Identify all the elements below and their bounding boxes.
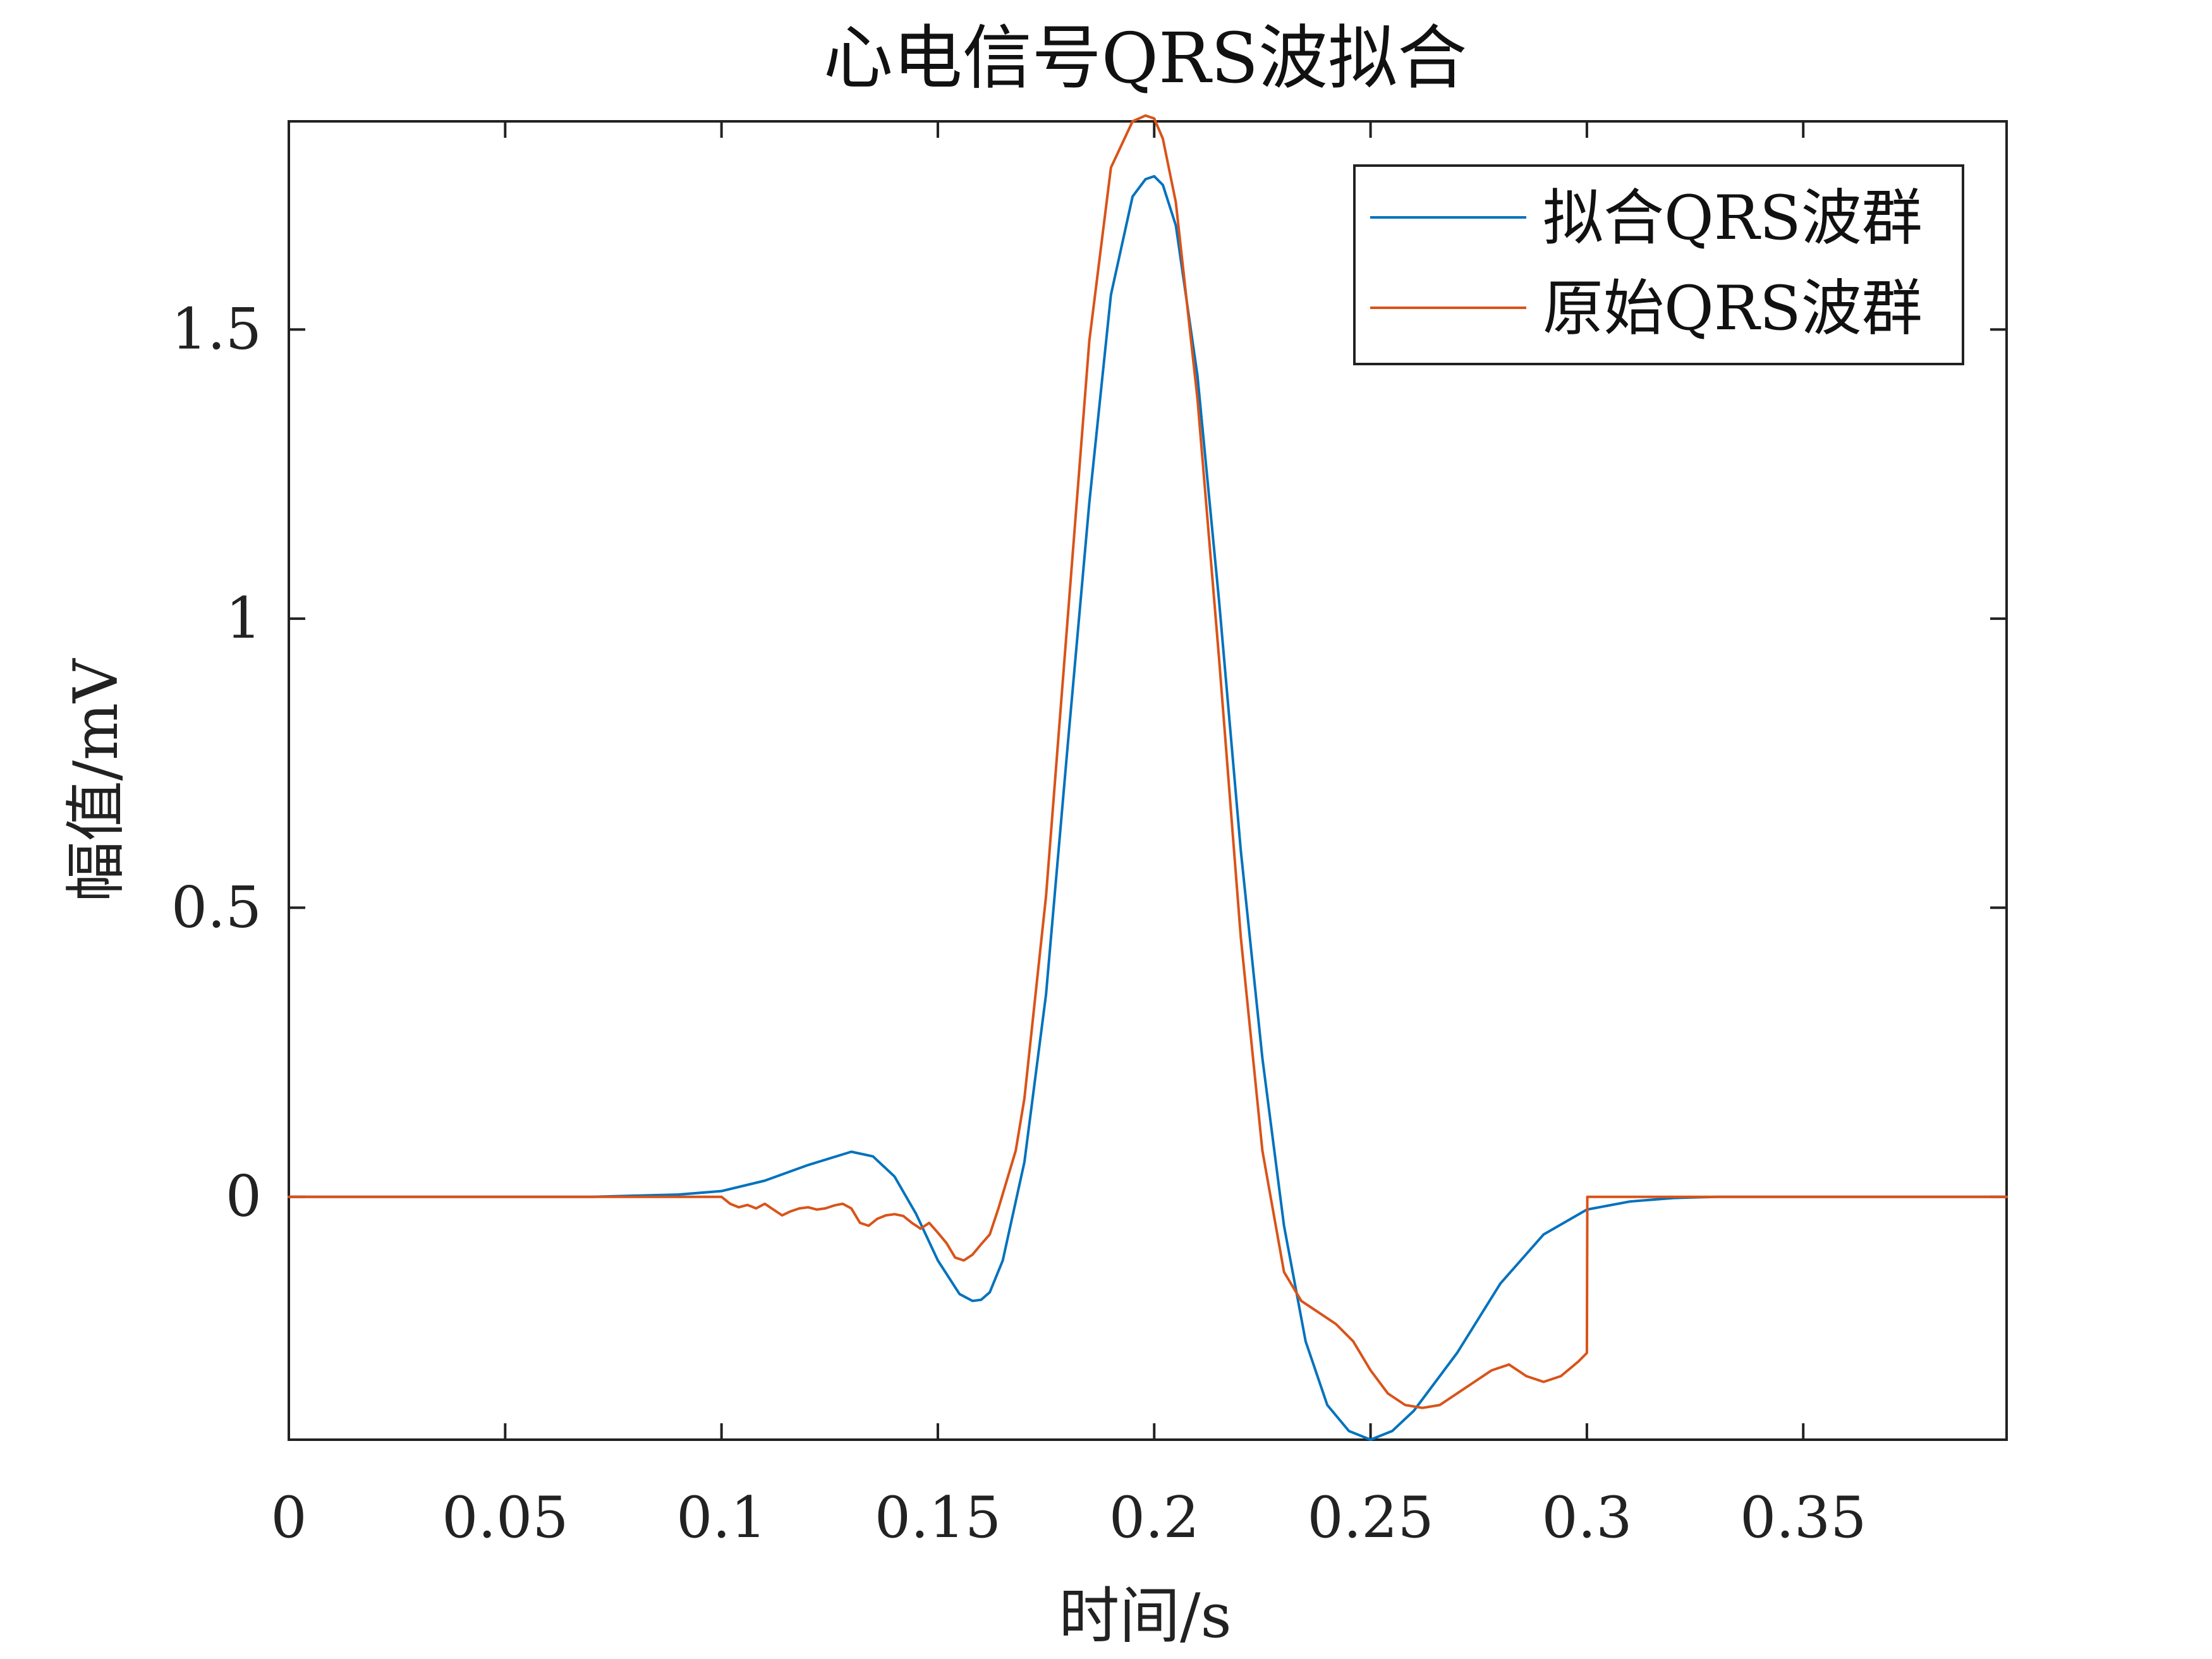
legend-label-fit: 拟合QRS波群 bbox=[1543, 183, 1923, 253]
x-tick-label: 0.2 bbox=[1109, 1485, 1200, 1551]
x-axis: 0 0.05 0.1 0.15 0.2 0.25 0.3 0.35 bbox=[270, 121, 1866, 1551]
series-line-fit bbox=[288, 174, 2008, 1441]
x-tick-label: 0.15 bbox=[875, 1485, 1001, 1551]
series-layer bbox=[288, 114, 2008, 1441]
x-tick-label: 0.05 bbox=[442, 1485, 568, 1551]
x-axis-label: 时间/s bbox=[1059, 1581, 1232, 1651]
legend: 拟合QRS波群 原始QRS波群 bbox=[1353, 164, 1964, 365]
y-tick-label: 1.5 bbox=[171, 296, 262, 362]
y-tick-label: 0.5 bbox=[171, 874, 262, 940]
chart-title: 心电信号QRS波拟合 bbox=[823, 18, 1467, 99]
y-tick-label: 1 bbox=[226, 585, 262, 652]
x-tick-label: 0 bbox=[270, 1485, 307, 1551]
x-tick-label: 0.25 bbox=[1307, 1485, 1433, 1551]
x-tick-label: 0.1 bbox=[676, 1485, 767, 1551]
series-line-original bbox=[288, 114, 2008, 1409]
x-tick-label: 0.3 bbox=[1541, 1485, 1632, 1551]
x-tick-label: 0.35 bbox=[1740, 1485, 1866, 1551]
y-axis-label: 幅值/mV bbox=[61, 658, 131, 902]
legend-label-original: 原始QRS波群 bbox=[1543, 273, 1923, 344]
legend-box bbox=[1353, 164, 1964, 365]
y-tick-label: 0 bbox=[226, 1164, 262, 1230]
y-axis: 0 0.5 1 1.5 bbox=[171, 296, 2007, 1230]
